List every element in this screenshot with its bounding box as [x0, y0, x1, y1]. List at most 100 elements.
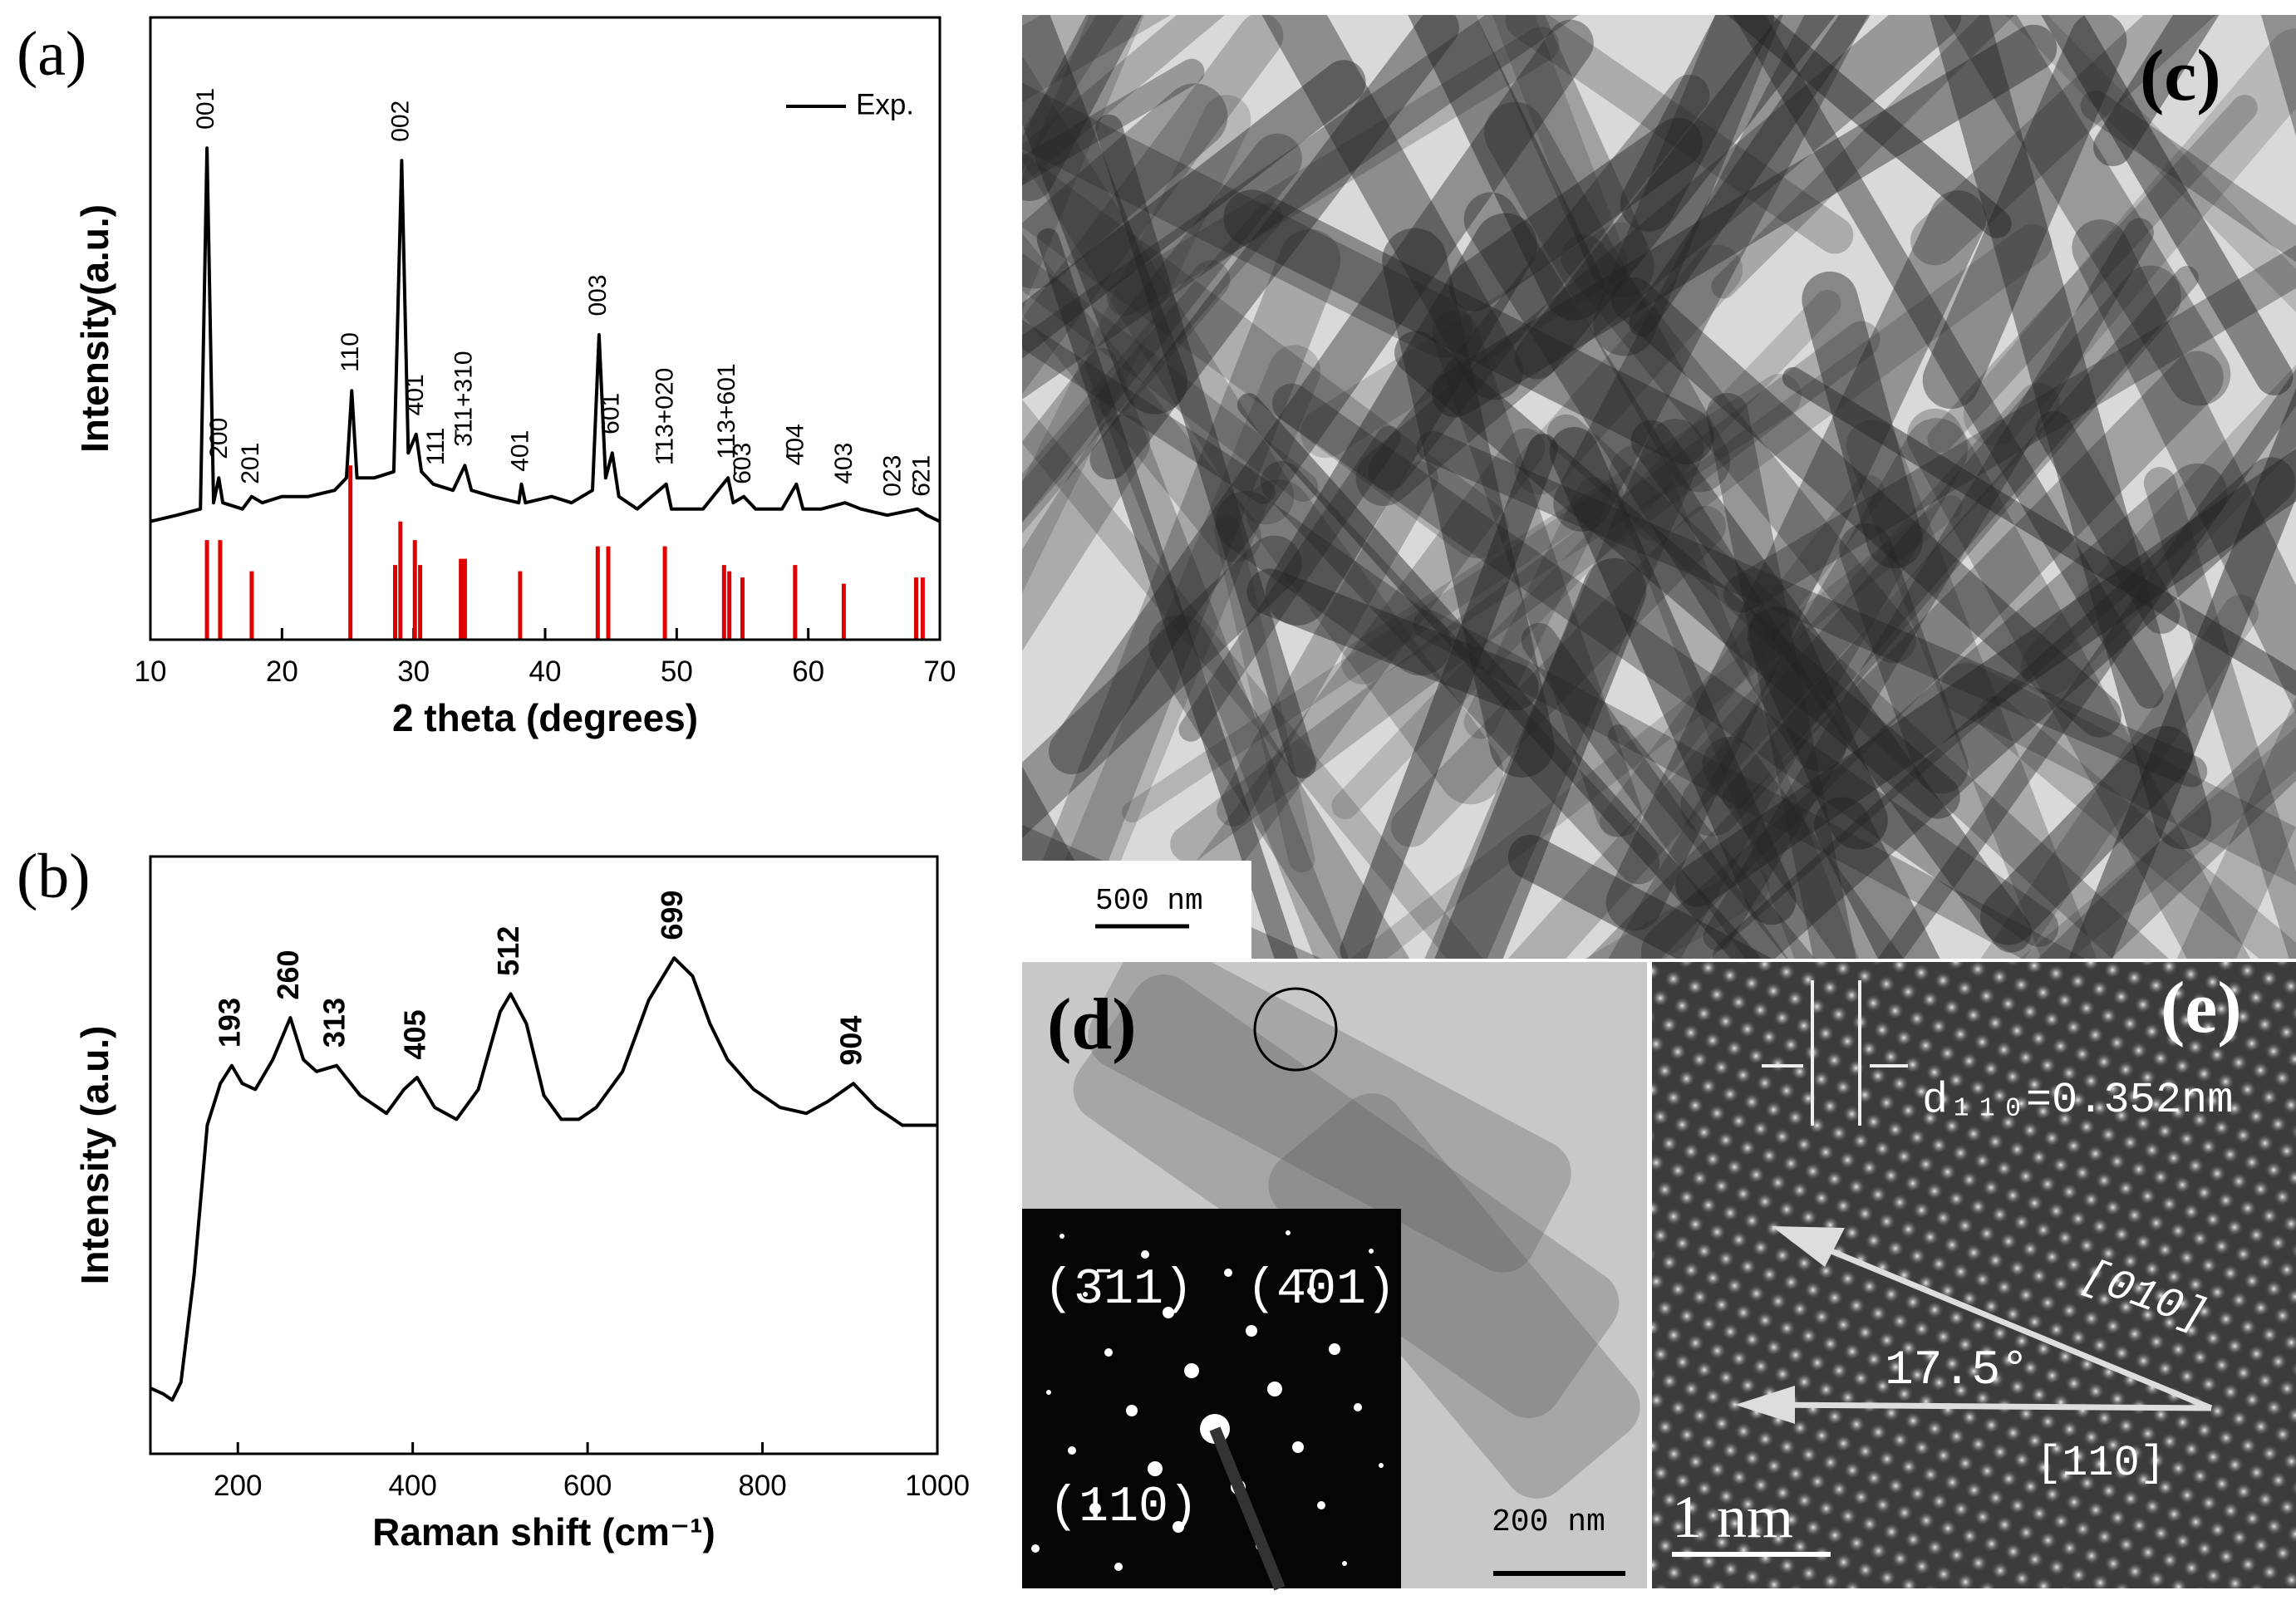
scale-bar-label: 200 nm — [1492, 1504, 1605, 1540]
hrtem-image-e — [1652, 962, 2296, 1588]
beam-stop — [1209, 1426, 1286, 1591]
nanorod — [1394, 331, 1960, 819]
nanorod — [1095, 114, 1317, 778]
nanorod — [1048, 19, 1594, 775]
nanorod — [1355, 15, 1962, 507]
nanorod — [1600, 474, 1885, 837]
panel-label: (a) — [17, 19, 86, 89]
data-line — [150, 146, 941, 523]
x-tick-label: 400 — [388, 1470, 436, 1502]
nanorod — [1979, 15, 2294, 395]
peak-label: 904 — [834, 1016, 868, 1066]
nanorod — [1546, 414, 2202, 959]
nanorod — [1217, 461, 1438, 827]
nanorod — [1223, 15, 1523, 400]
panel-label: (b) — [17, 842, 91, 911]
nanorod — [1022, 47, 1295, 525]
diffraction-spot — [1104, 1348, 1113, 1357]
x-tick-label: 10 — [135, 655, 167, 688]
nanorod — [1022, 15, 1369, 259]
nanorod — [1977, 696, 2296, 959]
nanorod — [1022, 15, 1183, 555]
peak-label: 201 — [237, 443, 264, 484]
nanorod — [1022, 396, 1631, 959]
spot-label: (4̄01) — [1246, 1262, 1396, 1318]
legend-label: Exp. — [856, 88, 914, 120]
nanorod — [1620, 15, 1774, 232]
nanorod — [1515, 15, 1909, 380]
nanorod — [2143, 467, 2296, 959]
nanorod — [1368, 74, 1710, 491]
nanorod — [1814, 797, 1965, 959]
diffraction-spot — [1307, 1287, 1315, 1295]
peak-label: 3̄11+310 — [450, 351, 477, 446]
nanorod — [2080, 91, 2296, 302]
nanorod — [2231, 15, 2296, 209]
nanorod — [2021, 132, 2296, 695]
direction-arrows — [1735, 1226, 2213, 1424]
diffraction-spot — [1046, 1390, 1051, 1395]
nanorod — [1022, 95, 1251, 777]
diffraction-spot — [1369, 1249, 1374, 1254]
nanorod — [1953, 351, 2296, 959]
nanorod — [1178, 425, 1401, 742]
nanorod — [1540, 351, 2224, 959]
plot-frame — [149, 16, 942, 641]
nanorod — [1927, 95, 2258, 453]
nanorod — [2035, 410, 2180, 634]
nanorod — [1914, 594, 2259, 959]
nanorod — [1605, 190, 1987, 931]
nanorod — [1782, 366, 2296, 866]
y-axis-label: Intensity(a.u.) — [73, 204, 116, 453]
nanorod — [1712, 457, 2296, 959]
direction-label: [110] — [2036, 1439, 2166, 1488]
nanorod — [1022, 15, 1473, 358]
peak-label: 405 — [397, 1009, 431, 1059]
diffraction-spot — [1031, 1544, 1040, 1553]
nanorod — [1443, 15, 1654, 298]
diffraction-spot — [1224, 1269, 1232, 1277]
nanorod — [1340, 434, 1558, 959]
nanorod — [1694, 15, 2164, 709]
nanorod — [1802, 271, 1923, 569]
nanorod — [1722, 266, 2200, 809]
diffraction-spot — [1141, 1250, 1149, 1259]
nanorod — [1521, 622, 1929, 959]
nanorod — [1261, 461, 1660, 885]
nanorod — [1246, 479, 1503, 805]
nanorod — [1022, 260, 1231, 741]
peak-label: 1̄13+020 — [651, 368, 679, 466]
nanorod — [1432, 310, 1642, 837]
peak-label: 023 — [879, 455, 907, 497]
nanorod — [1350, 15, 1605, 321]
nanorod — [1223, 189, 1714, 464]
nanorod — [1215, 490, 1452, 676]
diffraction-spot — [1089, 1503, 1101, 1514]
nanorod — [1549, 427, 1797, 925]
diffraction-spot — [1184, 1363, 1199, 1378]
diffraction-spot — [1379, 1463, 1384, 1468]
nanorod — [1022, 15, 1641, 499]
nanorod — [1300, 222, 1647, 459]
spot-label: (3̄11) — [1044, 1262, 1193, 1318]
saed-inset — [1022, 1209, 1401, 1588]
nanorod — [1331, 289, 1841, 820]
peak-label: 512 — [491, 926, 525, 976]
nanorod — [1122, 483, 1624, 823]
nanorod — [1022, 202, 1283, 714]
x-axis-label: Raman shift (cm⁻¹) — [372, 1510, 715, 1553]
nanorod — [1630, 420, 2032, 953]
nanorod — [1929, 15, 2212, 850]
diffraction-spot — [1267, 1382, 1282, 1396]
nanorod — [1246, 568, 1539, 711]
nanorod — [1505, 15, 1854, 254]
nanorod — [1702, 736, 2006, 959]
plot-frame — [149, 855, 939, 1455]
nanorod — [1839, 523, 1969, 794]
panel-label: (c) — [2140, 36, 2221, 116]
x-tick-label: 200 — [214, 1470, 262, 1502]
nanorod — [1022, 15, 1284, 524]
nanorod — [1022, 133, 1302, 594]
x-tick-label: 600 — [563, 1470, 612, 1502]
